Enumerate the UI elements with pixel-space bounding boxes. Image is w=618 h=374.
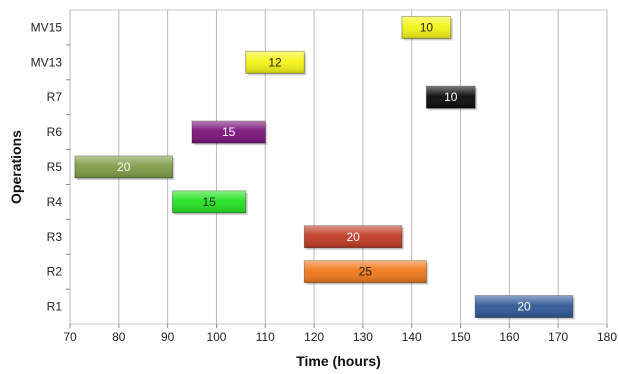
- bar-data-label: 10: [420, 20, 434, 34]
- x-tick-label: 170: [548, 330, 568, 344]
- bar-data-label: 20: [117, 160, 131, 174]
- x-tick-label: 160: [499, 330, 519, 344]
- y-tick-label: MV15: [31, 20, 63, 34]
- x-axis-ticks: 70 80 90 100 110 120 130 140 150 160 170 180: [63, 324, 617, 344]
- bar-data-label: 25: [359, 265, 373, 279]
- bar-highlight: [192, 121, 266, 144]
- bar-data-label: 10: [444, 90, 458, 104]
- task-bar-r2: 25: [303, 260, 429, 285]
- task-bar-r1: 20: [474, 295, 575, 320]
- bar-data-label: 20: [517, 300, 531, 314]
- bar-highlight: [304, 225, 402, 248]
- y-tick-label: R4: [47, 195, 63, 209]
- task-bars: 20 25 20 15 20 15 10 12 10: [74, 15, 575, 320]
- x-tick-label: 110: [256, 330, 275, 344]
- x-tick-label: 120: [304, 330, 324, 344]
- x-tick-label: 150: [451, 330, 471, 344]
- y-tick-label: R5: [47, 160, 63, 174]
- task-bar-r4: 15: [172, 190, 248, 215]
- x-tick-label: 130: [353, 330, 373, 344]
- task-bar-r3: 20: [303, 225, 404, 250]
- bar-highlight: [401, 16, 451, 39]
- bar-highlight: [172, 190, 246, 213]
- task-bar-r6: 15: [191, 120, 268, 146]
- x-tick-label: 90: [161, 330, 175, 344]
- task-bar-mv15: 10: [401, 15, 453, 41]
- task-bar-mv13: 12: [245, 50, 307, 76]
- bar-highlight: [475, 295, 573, 318]
- x-tick-label: 140: [402, 330, 422, 344]
- bar-data-label: 15: [202, 195, 216, 209]
- bar-highlight: [74, 156, 173, 178]
- x-axis-title: Time (hours): [296, 353, 381, 369]
- y-tick-label: MV13: [31, 55, 63, 69]
- bar-data-label: 12: [268, 55, 282, 69]
- task-bar-r5: 20: [74, 155, 175, 180]
- y-tick-label: R7: [47, 90, 63, 104]
- bar-highlight: [245, 51, 305, 74]
- bar-data-label: 15: [222, 125, 236, 139]
- y-tick-label: R2: [47, 265, 63, 279]
- bar-highlight: [426, 86, 476, 109]
- bar-data-label: 20: [346, 230, 360, 244]
- y-axis-ticks: R1 R2 R3 R4 R5 R6 R7 MV13 MV15: [31, 20, 63, 313]
- y-tick-label: R6: [47, 125, 63, 139]
- x-tick-label: 80: [112, 330, 126, 344]
- bar-highlight: [304, 260, 427, 283]
- y-axis-title: Operations: [8, 130, 24, 204]
- x-tick-label: 180: [597, 330, 617, 344]
- x-tick-label: 70: [63, 330, 77, 344]
- task-bar-r7: 10: [425, 85, 478, 111]
- y-tick-label: R1: [47, 300, 63, 314]
- y-tick-label: R3: [47, 230, 63, 244]
- x-tick-label: 100: [206, 330, 226, 344]
